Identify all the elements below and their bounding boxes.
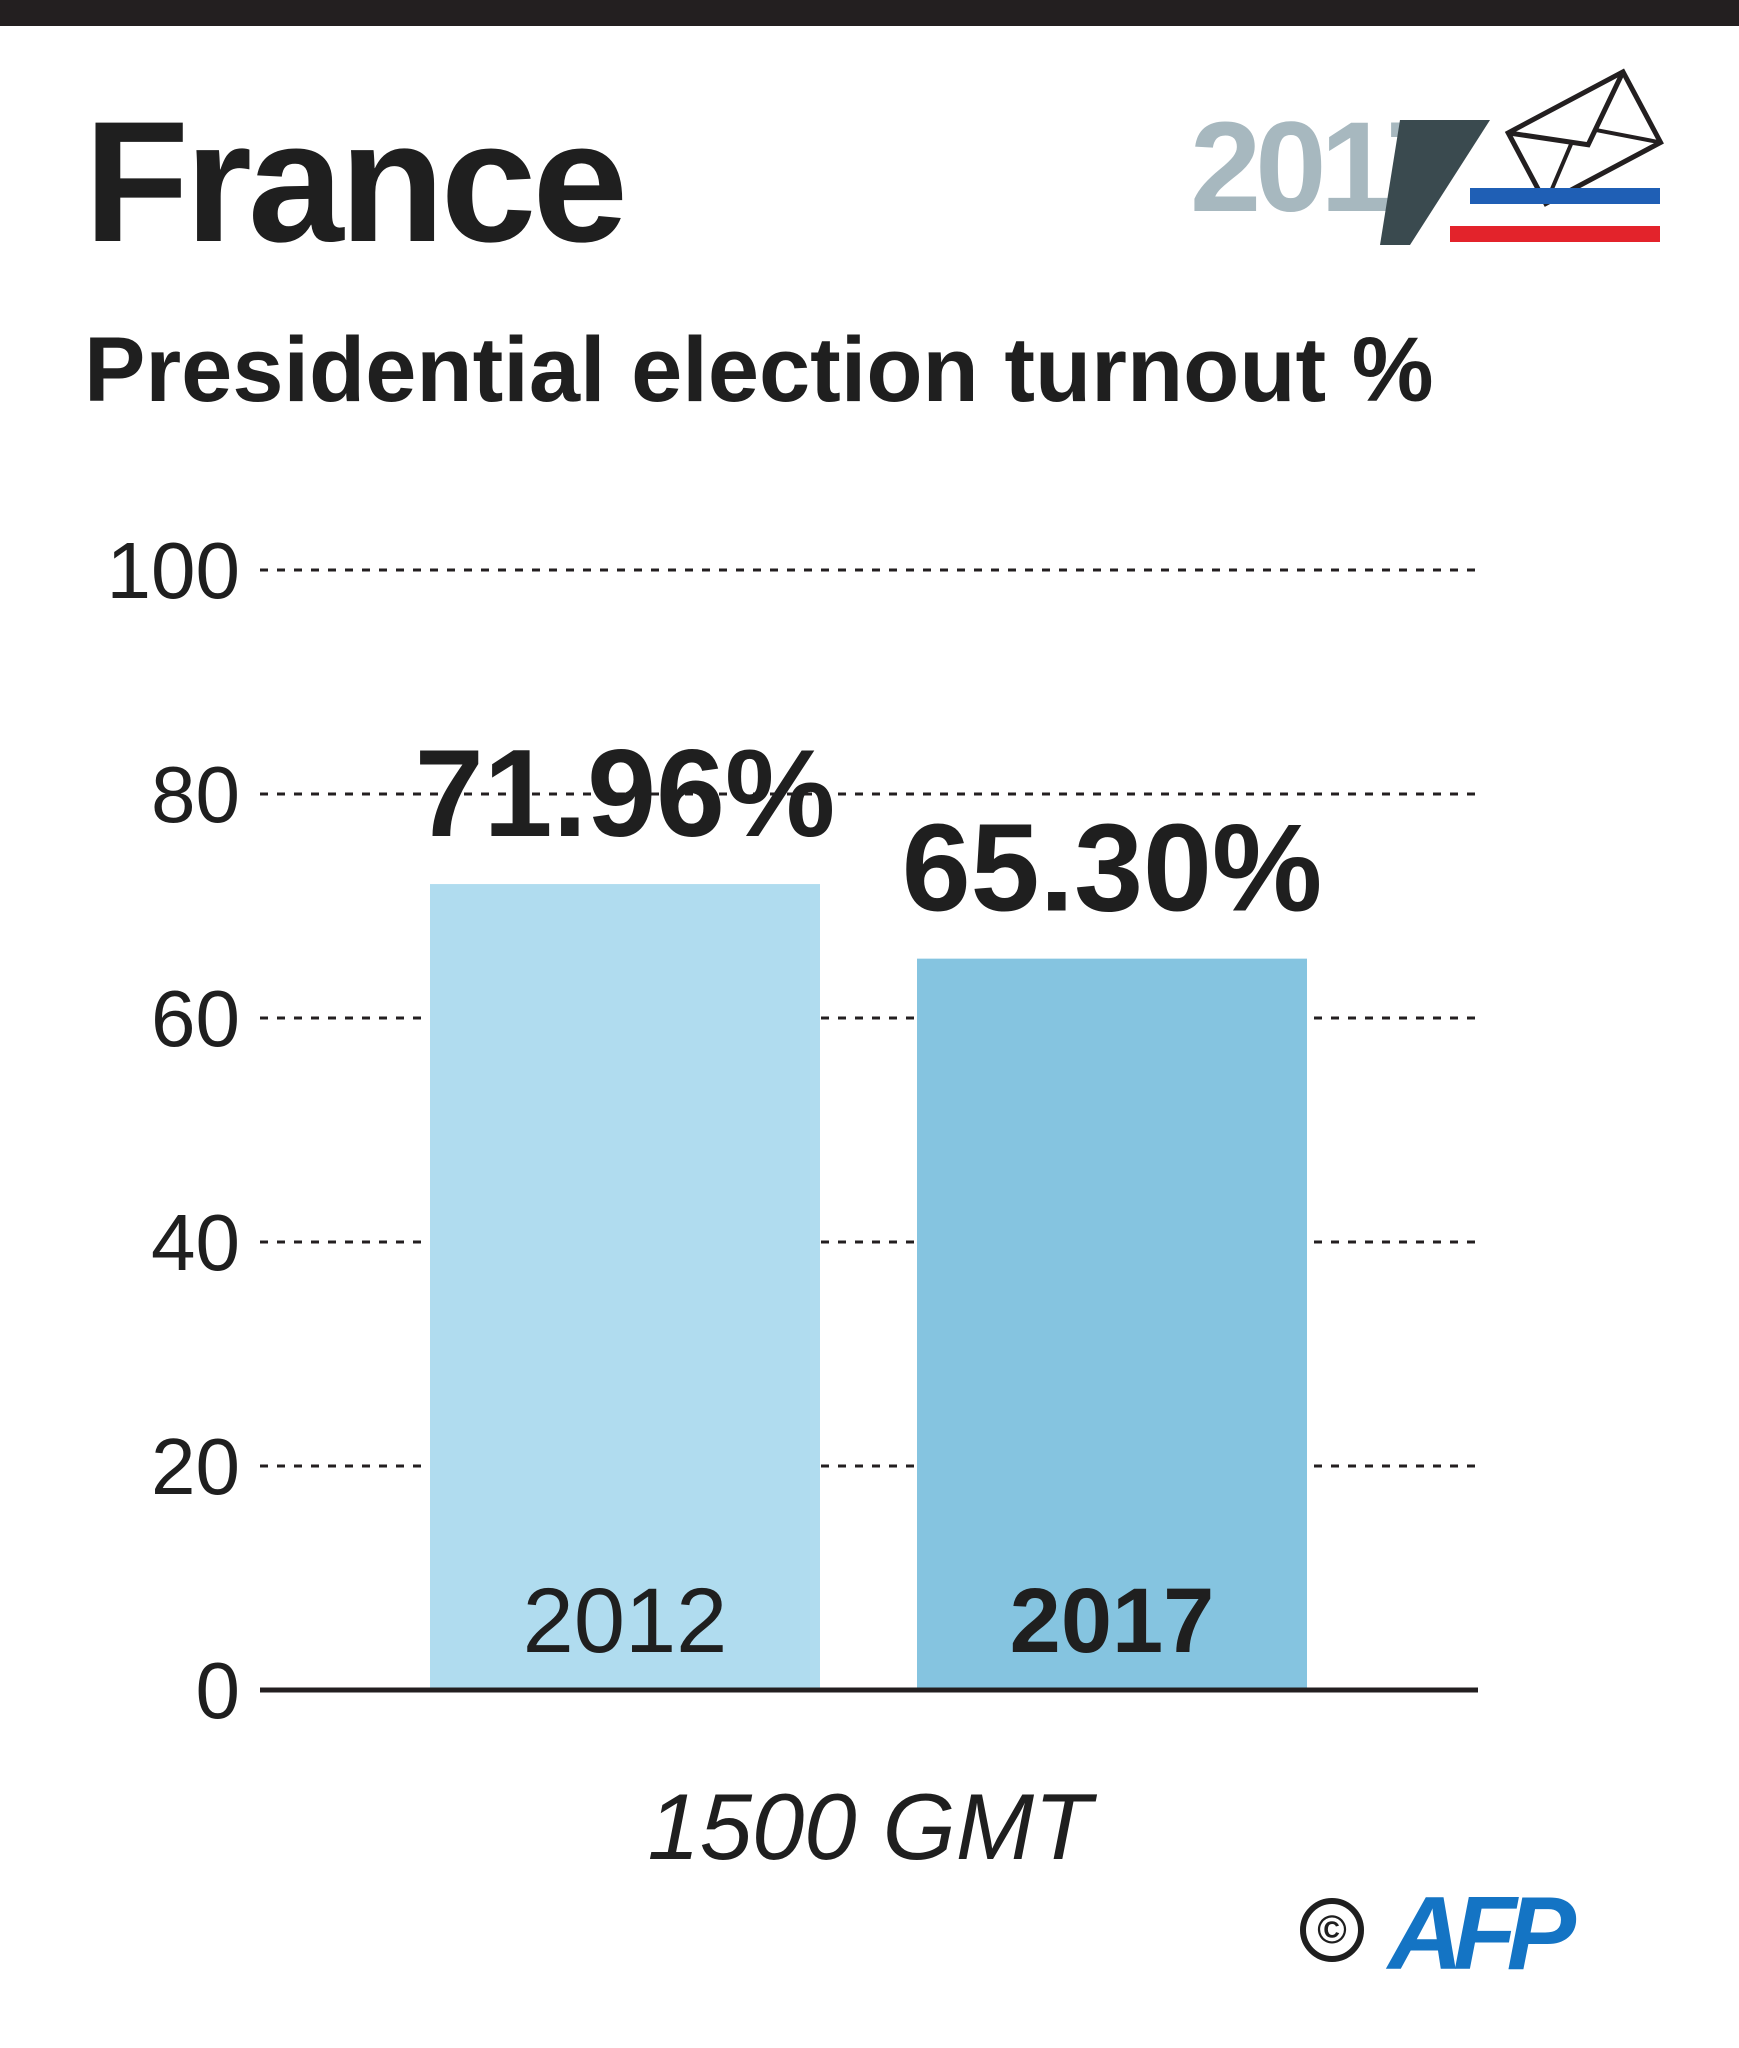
category-label-2017: 2017 bbox=[1010, 1570, 1215, 1672]
category-label-2012: 2012 bbox=[523, 1570, 728, 1672]
y-tick-label: 0 bbox=[196, 1646, 241, 1735]
ballot-envelope-icon bbox=[1380, 68, 1664, 245]
top-bar bbox=[0, 0, 1739, 26]
y-tick-label: 80 bbox=[151, 750, 240, 839]
time-note: 1500 GMT bbox=[647, 1774, 1092, 1879]
afp-logo: AFP bbox=[1388, 1876, 1576, 1992]
value-labels: 71.96% 65.30% bbox=[415, 725, 1323, 938]
bars bbox=[430, 884, 1307, 1690]
credit: © AFP bbox=[1300, 1882, 1660, 1992]
turnout-bar-chart: 0 20 40 60 80 100 71.96% 65.30% 2012 2017 bbox=[107, 526, 1478, 1735]
y-tick-label: 60 bbox=[151, 974, 240, 1063]
page-title: France bbox=[84, 86, 628, 278]
y-tick-label: 20 bbox=[151, 1422, 240, 1511]
y-axis-ticks: 0 20 40 60 80 100 bbox=[107, 526, 240, 1735]
bar-2017 bbox=[917, 958, 1307, 1690]
election-2017-logo: 2017 bbox=[1180, 60, 1670, 260]
bar-2012 bbox=[430, 884, 820, 1690]
y-tick-label: 40 bbox=[151, 1198, 240, 1287]
category-labels: 2012 2017 bbox=[523, 1570, 1215, 1672]
y-tick-label: 100 bbox=[107, 526, 240, 615]
copyright-icon: © bbox=[1300, 1898, 1364, 1962]
chart-subtitle: Presidential election turnout % bbox=[84, 319, 1434, 421]
value-label-2012: 71.96% bbox=[415, 725, 836, 863]
value-label-2017: 65.30% bbox=[902, 800, 1323, 938]
